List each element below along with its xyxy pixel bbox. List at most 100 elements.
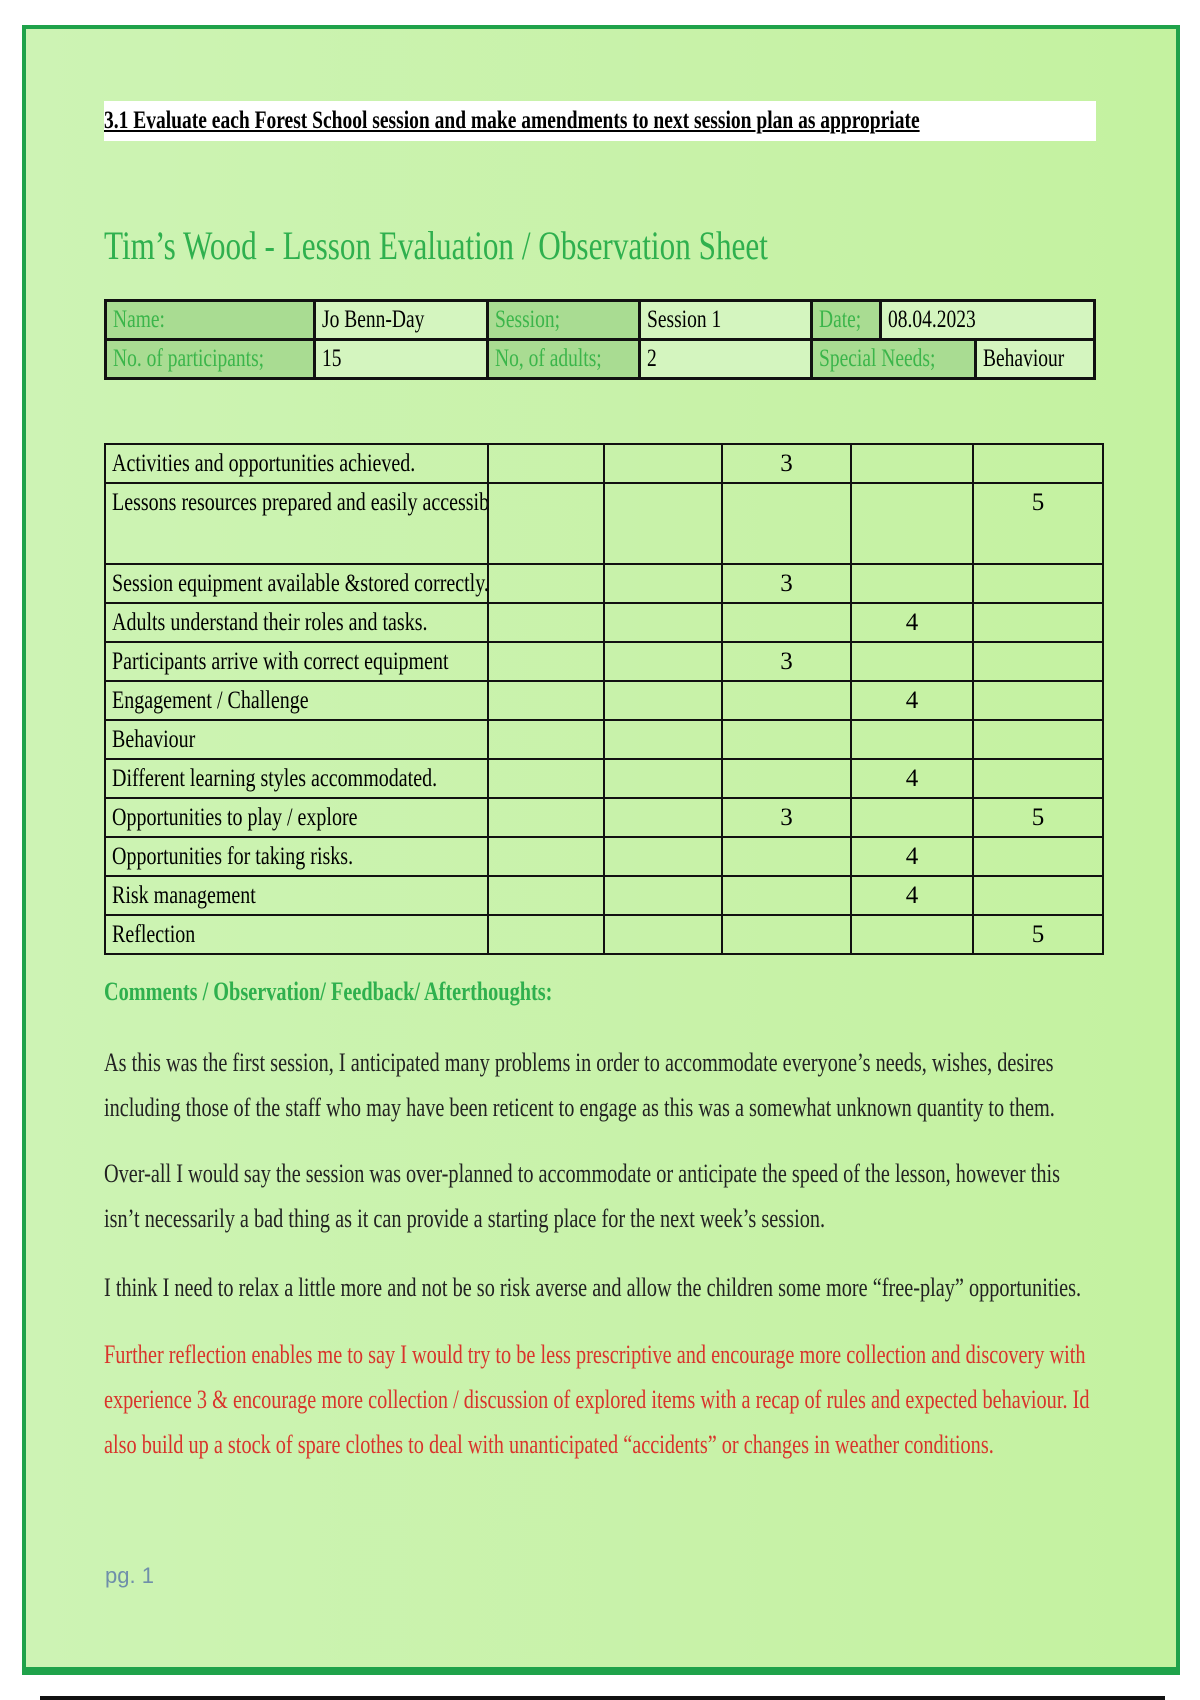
sheet-title: Tim’s Wood - Lesson Evaluation / Observa… — [104, 223, 768, 268]
comment-paragraph: Over-all I would say the session was ove… — [104, 1159, 1061, 1233]
adults-value: 2 — [646, 345, 657, 372]
evaluation-row: Risk management 4 — [104, 875, 1104, 916]
score-cell-2 — [603, 482, 723, 565]
evaluation-row: Activities and opportunities achieved. 3 — [104, 443, 1104, 484]
score-cell-5: 5 — [972, 914, 1104, 955]
session-info-table: Name: Jo Benn-Day Session; Session 1 Dat… — [104, 299, 1097, 380]
criterion: Behaviour — [104, 719, 489, 760]
score-cell-1 — [487, 797, 605, 838]
score-cell-5 — [972, 719, 1104, 760]
score-cell-3 — [721, 602, 852, 643]
score-cell-4 — [850, 914, 974, 955]
score-cell-3 — [721, 836, 852, 877]
score-cell-1 — [487, 680, 605, 721]
evaluation-row: Opportunities to play / explore 3 5 — [104, 797, 1104, 838]
score-cell-4: 4 — [850, 836, 974, 877]
score-cell-3 — [721, 875, 852, 916]
reflection-paragraph: Further reflection enables me to say I w… — [104, 1340, 1090, 1459]
score-cell-4: 4 — [850, 875, 974, 916]
score-cell-3: 3 — [721, 563, 852, 604]
score-cell-2 — [603, 443, 723, 484]
evaluation-table: Activities and opportunities achieved. 3 L… — [104, 443, 1104, 955]
comment-paragraph: I think I need to relax a little more an… — [104, 1273, 1082, 1302]
session-value: Session 1 — [646, 306, 721, 333]
special-needs-value: Behaviour — [982, 345, 1065, 372]
criterion: Opportunities to play / explore — [104, 797, 489, 838]
score-cell-4 — [850, 482, 974, 565]
criterion: Adults understand their roles and tasks. — [104, 602, 489, 643]
score-cell-2 — [603, 875, 723, 916]
score-cell-5 — [972, 641, 1104, 682]
name-label: Name: — [113, 306, 165, 333]
score-cell-4 — [850, 563, 974, 604]
score-cell-1 — [487, 836, 605, 877]
score-cell-1 — [487, 602, 605, 643]
score-cell-4 — [850, 443, 974, 484]
evaluation-row: Behaviour — [104, 719, 1104, 760]
score-cell-5 — [972, 875, 1104, 916]
participants-value: 15 — [321, 345, 342, 372]
score-cell-4: 4 — [850, 758, 974, 799]
score-cell-1 — [487, 641, 605, 682]
score-cell-1 — [487, 563, 605, 604]
score-cell-4 — [850, 641, 974, 682]
score-cell-1 — [487, 443, 605, 484]
session-label: Session; — [494, 306, 560, 333]
score-cell-1 — [487, 875, 605, 916]
criterion: Lessons resources prepared and easily ac… — [104, 482, 489, 565]
score-cell-2 — [603, 641, 723, 682]
date-value: 08.04.2023 — [887, 306, 976, 333]
criterion: Reflection — [104, 914, 489, 955]
score-cell-2 — [603, 797, 723, 838]
score-cell-2 — [603, 680, 723, 721]
score-cell-1 — [487, 914, 605, 955]
score-cell-3 — [721, 719, 852, 760]
score-cell-4 — [850, 719, 974, 760]
evaluation-row: Session equipment available &stored corr… — [104, 563, 1104, 604]
score-cell-5 — [972, 443, 1104, 484]
score-cell-3: 3 — [721, 443, 852, 484]
score-cell-2 — [603, 758, 723, 799]
score-cell-3 — [721, 482, 852, 565]
score-cell-1 — [487, 482, 605, 565]
criterion: Engagement / Challenge — [104, 680, 489, 721]
score-cell-3 — [721, 680, 852, 721]
special-needs-label: Special Needs; — [818, 345, 936, 372]
comments-heading: Comments / Observation/ Feedback/ Aftert… — [104, 977, 553, 1006]
criterion: Opportunities for taking risks. — [104, 836, 489, 877]
participants-label: No. of participants; — [113, 345, 265, 372]
criterion: Risk management — [104, 875, 489, 916]
section-title: 3.1 Evaluate each Forest School session … — [104, 101, 1096, 141]
score-cell-2 — [603, 602, 723, 643]
score-cell-4: 4 — [850, 680, 974, 721]
score-cell-5: 5 — [972, 482, 1104, 565]
evaluation-row: Participants arrive with correct equipme… — [104, 641, 1104, 682]
criterion: Different learning styles accommodated. — [104, 758, 489, 799]
evaluation-row: Lessons resources prepared and easily ac… — [104, 482, 1104, 565]
score-cell-2 — [603, 836, 723, 877]
score-cell-3 — [721, 914, 852, 955]
evaluation-row: Reflection 5 — [104, 914, 1104, 955]
date-label: Date; — [818, 306, 861, 333]
criterion: Activities and opportunities achieved. — [104, 443, 489, 484]
score-cell-5 — [972, 836, 1104, 877]
score-cell-5 — [972, 680, 1104, 721]
name-value: Jo Benn-Day — [321, 306, 425, 333]
score-cell-3: 3 — [721, 797, 852, 838]
score-cell-2 — [603, 563, 723, 604]
adults-label: No, of adults; — [494, 345, 602, 372]
score-cell-3: 3 — [721, 641, 852, 682]
criterion: Participants arrive with correct equipme… — [104, 641, 489, 682]
evaluation-row: Adults understand their roles and tasks.… — [104, 602, 1104, 643]
evaluation-row: Different learning styles accommodated. 4 — [104, 758, 1104, 799]
score-cell-1 — [487, 719, 605, 760]
score-cell-2 — [603, 914, 723, 955]
score-cell-5: 5 — [972, 797, 1104, 838]
divider — [40, 1696, 1165, 1700]
score-cell-5 — [972, 602, 1104, 643]
evaluation-row: Opportunities for taking risks. 4 — [104, 836, 1104, 877]
page-number: pg. 1 — [105, 1563, 154, 1588]
score-cell-5 — [972, 563, 1104, 604]
score-cell-1 — [487, 758, 605, 799]
evaluation-row: Engagement / Challenge 4 — [104, 680, 1104, 721]
